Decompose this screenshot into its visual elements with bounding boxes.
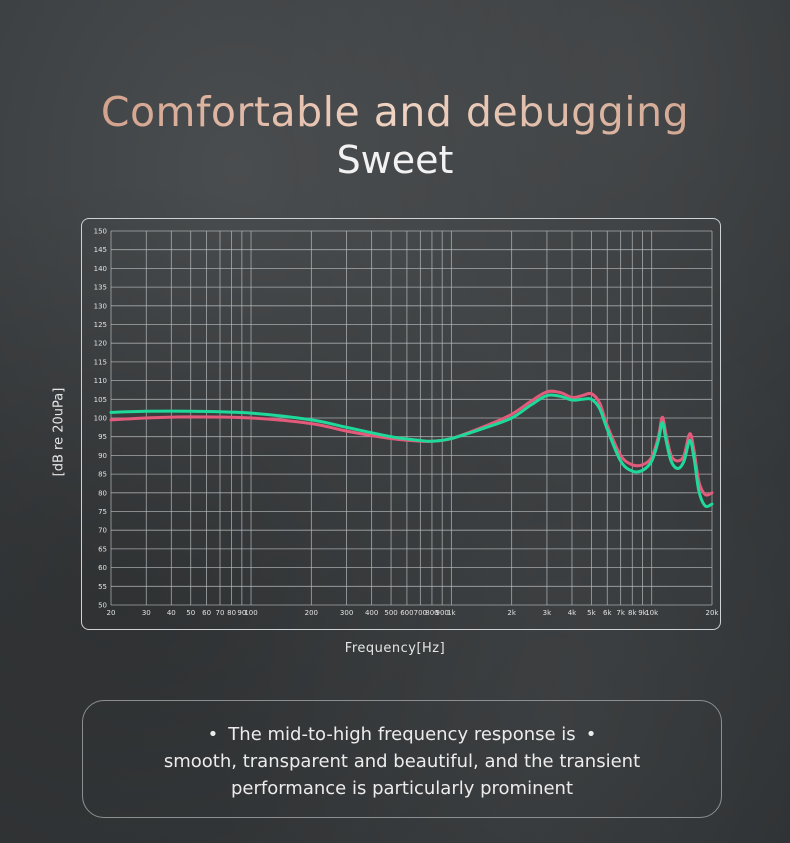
x-tick-label: 2k xyxy=(507,609,516,617)
x-tick-label: 900 xyxy=(436,609,449,617)
description-text-1: The mid-to-high frequency response is xyxy=(228,724,576,745)
x-tick-label: 90 xyxy=(237,609,246,617)
frequency-response-chart: 50 55 60 65 70 75 80 85 90 95 100 105 110 115 120 125 13… xyxy=(94,228,720,618)
y-tick-label: 150 xyxy=(94,228,107,236)
x-tick-label: 20k xyxy=(706,609,720,617)
x-tick-label: 20 xyxy=(107,609,116,617)
x-axis-label: Frequency[Hz] xyxy=(344,641,446,656)
y-tick-label: 100 xyxy=(94,415,107,423)
y-tick-label: 120 xyxy=(94,340,107,348)
x-tick-label: 80 xyxy=(227,609,236,617)
y-tick-label: 135 xyxy=(94,284,107,292)
y-tick-label: 55 xyxy=(98,583,107,591)
chart-frame: 50 55 60 65 70 75 80 85 90 95 100 105 110 115 120 125 13… xyxy=(81,218,721,630)
x-tick-label: 60 xyxy=(202,609,211,617)
x-tick-label: 8k xyxy=(628,609,637,617)
x-tick-label: 700 xyxy=(414,609,427,617)
description-box: • The mid-to-high frequency response is • … xyxy=(82,700,722,818)
y-tick-label: 125 xyxy=(94,321,107,329)
page-subtitle: Sweet xyxy=(336,138,454,182)
x-tick-label: 200 xyxy=(305,609,318,617)
x-tick-label: 500 xyxy=(384,609,397,617)
x-tick-label: 400 xyxy=(365,609,378,617)
y-tick-label: 85 xyxy=(98,471,107,479)
y-axis-label: [dB re 20uPa] xyxy=(51,387,67,477)
x-tick-label: 4k xyxy=(568,609,577,617)
x-tick-label: 3k xyxy=(543,609,552,617)
y-tick-label: 60 xyxy=(98,564,107,572)
y-tick-label: 105 xyxy=(94,396,107,404)
x-tick-label: 10k xyxy=(645,609,659,617)
y-tick-label: 110 xyxy=(94,377,107,385)
description-line-2: smooth, transparent and beautiful, and t… xyxy=(163,751,641,772)
x-tick-label: 40 xyxy=(167,609,176,617)
page-title: Comfortable and debugging xyxy=(0,88,790,136)
x-tick-label: 70 xyxy=(216,609,225,617)
x-tick-label: 50 xyxy=(186,609,195,617)
y-tick-label: 145 xyxy=(94,246,107,254)
y-tick-label: 140 xyxy=(94,265,107,273)
y-tick-label: 50 xyxy=(98,602,107,610)
x-tick-label: 30 xyxy=(142,609,151,617)
y-tick-label: 130 xyxy=(94,302,107,310)
y-tick-label: 80 xyxy=(98,489,107,497)
x-tick-label: 100 xyxy=(244,609,257,617)
bullet-left: • xyxy=(207,724,219,745)
x-tick-label: 600 xyxy=(400,609,413,617)
series-line-1 xyxy=(109,389,714,497)
y-tick-label: 90 xyxy=(98,452,107,460)
y-tick-label: 70 xyxy=(98,527,107,535)
x-tick-label: 9k xyxy=(638,609,647,617)
x-tick-label: 300 xyxy=(340,609,353,617)
x-tick-label: 7k xyxy=(616,609,625,617)
y-tick-label: 65 xyxy=(98,545,107,553)
x-tick-label: 5k xyxy=(587,609,596,617)
x-tick-label: 6k xyxy=(603,609,612,617)
y-tick-label: 75 xyxy=(98,508,107,516)
description-line-3: performance is particularly prominent xyxy=(230,778,574,799)
x-tick-label: 1k xyxy=(447,609,456,617)
x-tick-label: 800 xyxy=(425,609,438,617)
bullet-right: • xyxy=(585,724,597,745)
y-tick-label: 95 xyxy=(98,433,107,441)
y-tick-label: 115 xyxy=(94,358,107,366)
description-line-1: • The mid-to-high frequency response is • xyxy=(83,721,721,748)
series-line-2 xyxy=(109,393,714,509)
